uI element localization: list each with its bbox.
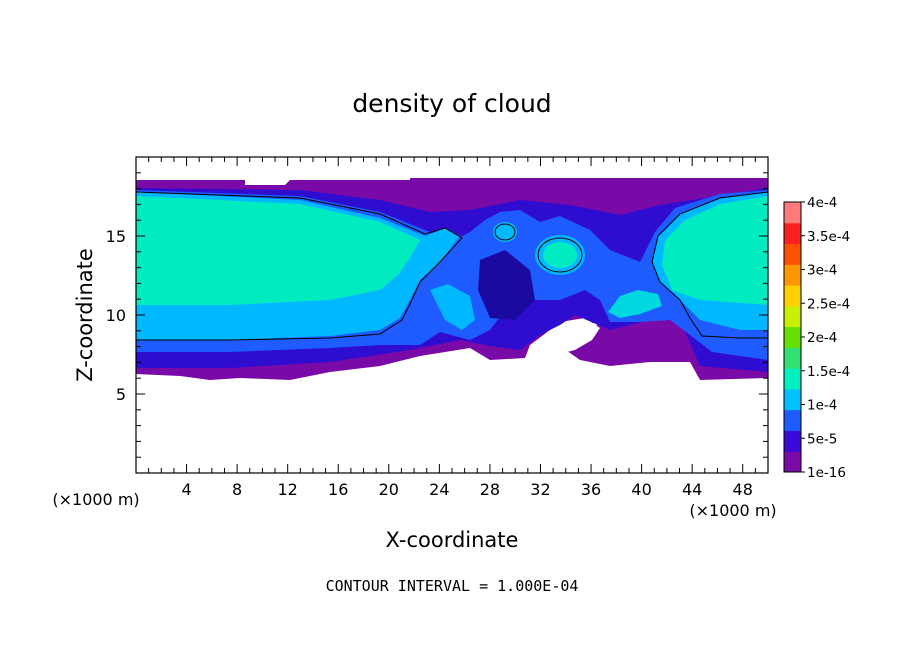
blob-left-lobe bbox=[430, 284, 475, 330]
contour-line-upper bbox=[494, 223, 516, 241]
colorbar-swatch bbox=[784, 285, 801, 307]
density-field bbox=[136, 178, 768, 380]
x-tick-label: 24 bbox=[429, 480, 449, 499]
x-tick-label: 36 bbox=[581, 480, 601, 499]
colorbar bbox=[783, 201, 802, 473]
x-tick-label: 40 bbox=[631, 480, 651, 499]
colorbar-label: 3e-4 bbox=[807, 263, 837, 279]
colorbar-swatch bbox=[784, 430, 801, 452]
field-core-left bbox=[136, 196, 420, 305]
contour-line-left bbox=[136, 191, 463, 341]
contour-interval-note: CONTOUR INTERVAL = 1.000E-04 bbox=[326, 577, 579, 595]
colorbar-swatch bbox=[784, 264, 801, 286]
x-tick-label: 48 bbox=[733, 480, 753, 499]
field-core-right bbox=[662, 196, 768, 305]
x-tick-label: 44 bbox=[682, 480, 702, 499]
chart-title: density of cloud bbox=[352, 89, 551, 118]
x-tick-label: 28 bbox=[480, 480, 500, 499]
x-tick-label: 16 bbox=[328, 480, 348, 499]
colorbar-swatch bbox=[784, 368, 801, 390]
colorbar-swatch bbox=[784, 451, 801, 473]
blob-central-core bbox=[543, 242, 577, 268]
x-tick-label: 8 bbox=[232, 480, 242, 499]
blob-upper bbox=[493, 222, 517, 242]
x-tick-label: 32 bbox=[530, 480, 550, 499]
blob-right-lobe bbox=[608, 290, 662, 318]
colorbar-label: 1.5e-4 bbox=[807, 364, 850, 380]
y-unit-label: (×1000 m) bbox=[52, 490, 139, 509]
colorbar-swatch bbox=[784, 326, 801, 348]
blob-center-dark bbox=[478, 250, 535, 320]
colorbar-label: 4e-4 bbox=[807, 195, 837, 211]
contour-line-blob bbox=[537, 237, 583, 273]
colorbar-label: 1e-16 bbox=[807, 465, 846, 481]
colorbar-label: 3.5e-4 bbox=[807, 229, 850, 245]
x-tick-label: 4 bbox=[181, 480, 191, 499]
colorbar-labels: 1e-16 5e-5 1e-4 1.5e-4 2e-4 2.5e-4 3e-4 3.5e-4 4… bbox=[801, 195, 850, 481]
x-tick-labels: 4 8 12 16 20 24 28 32 36 40 44 48 bbox=[181, 480, 752, 499]
x-tick-label: 12 bbox=[278, 480, 298, 499]
colorbar-swatch bbox=[784, 305, 801, 328]
colorbar-label: 2e-4 bbox=[807, 330, 837, 346]
colorbar-swatch bbox=[784, 243, 801, 265]
x-tick-label: 20 bbox=[379, 480, 399, 499]
y-tick-label: 10 bbox=[106, 306, 126, 325]
y-tick-label: 15 bbox=[106, 227, 126, 246]
colorbar-label: 5e-5 bbox=[807, 431, 837, 447]
y-tick-labels: 5 10 15 bbox=[106, 227, 126, 404]
x-axis-label: X-coordinate bbox=[386, 528, 519, 552]
contour-line-right bbox=[651, 191, 768, 339]
colorbar-swatch bbox=[784, 409, 801, 431]
colorbar-swatch bbox=[784, 347, 801, 369]
y-tick-label: 5 bbox=[116, 385, 126, 404]
colorbar-label: 2.5e-4 bbox=[807, 296, 850, 312]
colorbar-label: 1e-4 bbox=[807, 398, 837, 414]
colorbar-swatch bbox=[784, 202, 801, 224]
x-unit-label: (×1000 m) bbox=[689, 501, 776, 520]
colorbar-swatch bbox=[784, 388, 801, 411]
colorbar-swatch bbox=[784, 222, 801, 245]
y-axis-label: Z-coordinate bbox=[73, 248, 97, 382]
axis-ticks bbox=[136, 157, 768, 473]
